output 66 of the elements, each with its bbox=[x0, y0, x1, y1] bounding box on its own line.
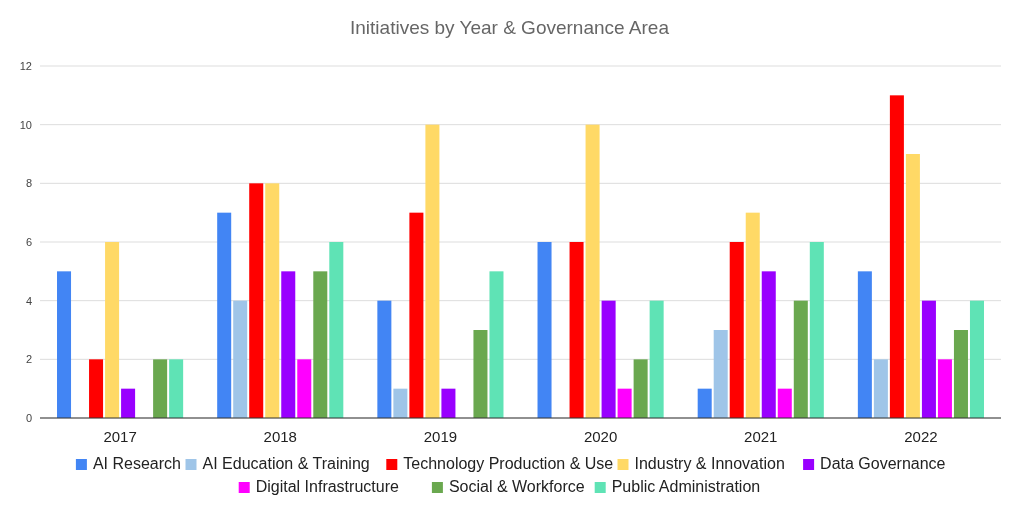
bar bbox=[265, 183, 280, 418]
bar bbox=[233, 300, 248, 418]
bar bbox=[921, 300, 936, 418]
bar bbox=[105, 242, 120, 418]
bar bbox=[697, 388, 712, 418]
bar bbox=[489, 271, 504, 418]
y-tick-label: 0 bbox=[25, 412, 32, 424]
bar bbox=[313, 271, 328, 418]
y-tick-label: 2 bbox=[25, 353, 32, 366]
bar bbox=[953, 330, 968, 418]
bar bbox=[745, 212, 760, 418]
bar bbox=[153, 359, 168, 418]
y-tick-label: 6 bbox=[25, 236, 32, 248]
y-tick-label: 12 bbox=[19, 60, 32, 72]
bar bbox=[537, 242, 552, 418]
chart-title: Initiatives by Year & Governance Area bbox=[350, 17, 670, 38]
bar bbox=[217, 212, 232, 418]
bar bbox=[57, 271, 72, 418]
x-tick-label: 2021 bbox=[744, 428, 778, 445]
bar bbox=[425, 124, 440, 418]
bar bbox=[649, 300, 664, 418]
bar bbox=[777, 388, 792, 418]
legend-label: AI Research bbox=[92, 455, 181, 472]
legend-label: Technology Production & Use bbox=[403, 455, 614, 472]
bar bbox=[121, 388, 136, 418]
bar bbox=[89, 359, 104, 418]
bar bbox=[873, 359, 888, 418]
bar bbox=[937, 359, 952, 418]
bar bbox=[889, 95, 904, 418]
bar bbox=[601, 300, 616, 418]
bar bbox=[329, 242, 344, 418]
legend-label: Social & Workforce bbox=[448, 478, 585, 495]
y-tick-label: 10 bbox=[19, 118, 32, 131]
legend-label: AI Education & Training bbox=[202, 455, 370, 472]
bar bbox=[441, 388, 456, 418]
legend-label: Public Administration bbox=[611, 478, 761, 495]
bar bbox=[857, 271, 872, 418]
legend-label: Digital Infrastructure bbox=[255, 478, 399, 495]
x-tick-label: 2019 bbox=[423, 428, 458, 445]
bar bbox=[409, 212, 424, 418]
bar bbox=[569, 242, 584, 418]
bar bbox=[169, 359, 184, 418]
bar bbox=[729, 242, 744, 418]
bar bbox=[617, 388, 632, 418]
legend-label: Data Governance bbox=[820, 455, 946, 472]
bar bbox=[633, 359, 648, 418]
bar bbox=[585, 124, 600, 418]
bar bbox=[969, 300, 984, 418]
bar bbox=[249, 183, 264, 418]
y-tick-label: 8 bbox=[25, 177, 32, 190]
bar bbox=[377, 300, 392, 418]
x-tick-label: 2018 bbox=[263, 428, 297, 445]
bar bbox=[473, 330, 488, 418]
x-tick-label: 2020 bbox=[583, 428, 618, 445]
x-tick-label: 2017 bbox=[103, 428, 137, 445]
y-tick-label: 4 bbox=[25, 294, 32, 307]
bar bbox=[713, 330, 728, 418]
bar bbox=[393, 388, 408, 418]
bar bbox=[793, 300, 808, 418]
bar bbox=[281, 271, 296, 418]
legend-label: Industry & Innovation bbox=[634, 455, 785, 472]
bar bbox=[809, 242, 824, 418]
x-tick-label: 2022 bbox=[904, 428, 938, 445]
bar bbox=[761, 271, 776, 418]
bar bbox=[905, 154, 920, 418]
bar bbox=[297, 359, 312, 418]
